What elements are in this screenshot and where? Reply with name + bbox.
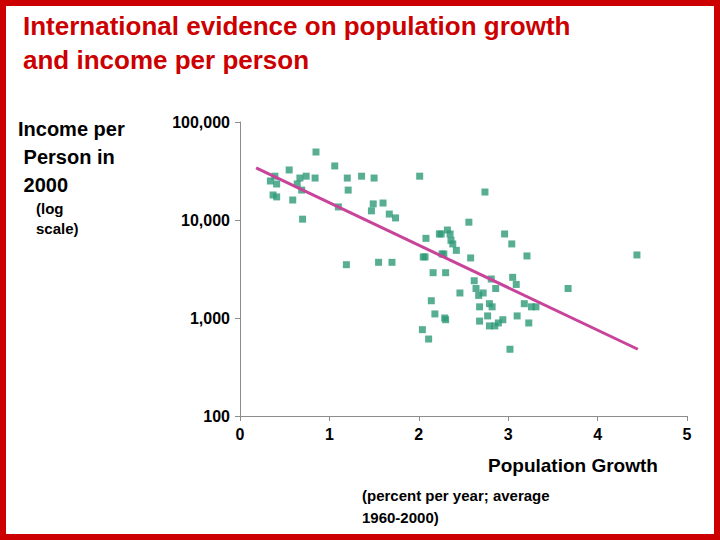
svg-text:3: 3 (504, 426, 513, 443)
svg-text:Income per: Income per (18, 118, 125, 140)
svg-text:100: 100 (203, 408, 230, 425)
svg-text:5: 5 (683, 426, 692, 443)
svg-text:1960-2000): 1960-2000) (362, 509, 439, 526)
svg-text:4: 4 (593, 426, 602, 443)
svg-text:1,000: 1,000 (190, 310, 230, 327)
svg-text:Population Growth: Population Growth (488, 455, 658, 476)
svg-text:100,000: 100,000 (172, 114, 230, 131)
svg-text:International evidence on popu: International evidence on population gro… (23, 11, 578, 41)
svg-text:(log: (log (36, 200, 68, 217)
svg-text:2: 2 (414, 426, 423, 443)
svg-text:2000: 2000 (18, 174, 68, 196)
svg-text:and income per person: and income per person (23, 45, 309, 75)
svg-text:1: 1 (325, 426, 334, 443)
svg-text:scale): scale) (36, 220, 79, 237)
svg-text:Person in: Person in (18, 146, 115, 168)
svg-text:0: 0 (236, 426, 245, 443)
svg-text:10,000: 10,000 (181, 212, 230, 229)
svg-text:(percent per year; average: (percent per year; average (362, 487, 554, 504)
